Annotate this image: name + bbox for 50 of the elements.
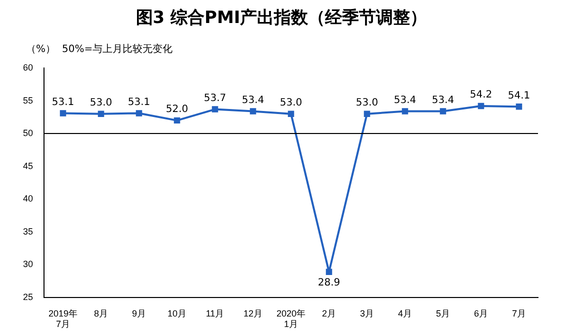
point [478, 102, 484, 110]
text: 50%=与上月比较无变化 [62, 42, 173, 56]
x-tick-label: 12月 [244, 308, 263, 318]
chart-title: 图3 综合PMI产出指数（经季节调整） [134, 7, 428, 29]
x-tick-label: 2019年 7月 [48, 308, 78, 330]
data-label: 53.7 [204, 92, 226, 104]
data-label: 53.0 [356, 97, 378, 108]
data-label: 53.1 [128, 96, 150, 108]
x-tick-label: 2月 [322, 308, 336, 318]
point [212, 106, 218, 112]
point [98, 110, 104, 117]
y-tick-label: 50 [22, 128, 34, 138]
data-label: 54.2 [470, 90, 492, 101]
y-tick-label: 55 [22, 95, 34, 106]
y-tick-label: 40 [22, 194, 34, 204]
data-label: 53.4 [432, 94, 454, 106]
x-tick-label: 5月 [436, 308, 450, 318]
y-tick-label: 30 [22, 259, 34, 270]
point [288, 110, 294, 117]
data-label: 53.0 [90, 97, 112, 108]
data-label: 28.9 [318, 277, 340, 288]
point [440, 108, 446, 114]
point [402, 108, 408, 114]
data-label: 53.1 [52, 96, 74, 108]
data-label: 53.4 [394, 94, 416, 106]
y-tick-label: 25 [22, 292, 34, 302]
point [326, 268, 332, 275]
point [516, 104, 522, 110]
x-tick-label: 11月 [206, 308, 224, 318]
y-tick-label: 45 [22, 160, 34, 171]
point [136, 110, 142, 116]
data-label: 53.0 [280, 97, 302, 108]
x-tick-label: 2020年 1月 [276, 308, 306, 330]
y-tick-label: 35 [22, 226, 34, 236]
x-tick-label: 8月 [94, 308, 108, 318]
x-tick-label: 6月 [474, 308, 488, 318]
point [250, 108, 256, 114]
point [364, 110, 370, 117]
x-tick-label: 4月 [398, 308, 412, 318]
x-tick-label: 7月 [512, 308, 526, 318]
data-label: 53.4 [242, 94, 264, 106]
point [174, 117, 180, 124]
point [60, 110, 66, 116]
y-tick-label: 60 [22, 62, 34, 72]
x-tick-label: 10月 [168, 308, 187, 318]
data-label: 54.1 [508, 90, 530, 102]
data-label: 52.0 [166, 104, 188, 116]
x-tick-label: 9月 [132, 308, 146, 318]
x-tick-label: 3月 [360, 308, 374, 318]
y-axis-title: （%） [26, 43, 56, 56]
